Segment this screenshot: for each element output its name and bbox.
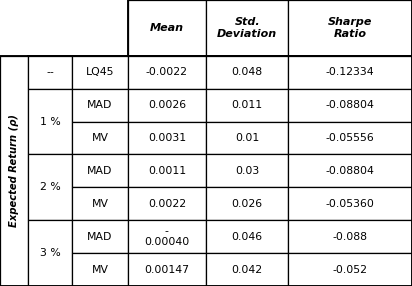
- Bar: [128, 89, 206, 122]
- Text: 0.026: 0.026: [232, 199, 263, 209]
- Text: 0.0011: 0.0011: [148, 166, 186, 176]
- Bar: [72, 122, 128, 154]
- Text: Mean: Mean: [150, 23, 184, 33]
- Text: -0.08804: -0.08804: [326, 166, 375, 176]
- Bar: [128, 187, 206, 220]
- Text: -0.12334: -0.12334: [326, 67, 375, 77]
- Text: 0.0031: 0.0031: [148, 133, 186, 143]
- Text: -0.05556: -0.05556: [326, 133, 375, 143]
- Bar: [28, 220, 72, 286]
- Bar: [28, 56, 72, 89]
- Bar: [128, 253, 206, 286]
- Bar: [72, 89, 128, 122]
- Bar: [288, 220, 412, 253]
- Bar: [128, 56, 206, 89]
- Text: MAD: MAD: [87, 166, 112, 176]
- Text: 0.0026: 0.0026: [148, 100, 186, 110]
- Text: Std.
Deviation: Std. Deviation: [217, 17, 277, 39]
- Bar: [72, 154, 128, 187]
- Text: 1 %: 1 %: [40, 117, 61, 126]
- Bar: [0, 56, 412, 286]
- Bar: [206, 253, 288, 286]
- Bar: [288, 89, 412, 122]
- Text: Expected Return (ρ): Expected Return (ρ): [9, 114, 19, 227]
- Bar: [206, 0, 288, 56]
- Text: MV: MV: [91, 199, 108, 209]
- Text: -0.088: -0.088: [333, 232, 368, 242]
- Text: --: --: [46, 67, 54, 77]
- Text: MAD: MAD: [87, 232, 112, 242]
- Text: 3 %: 3 %: [40, 248, 61, 258]
- Bar: [128, 0, 206, 56]
- Text: -0.08804: -0.08804: [326, 100, 375, 110]
- Bar: [206, 56, 288, 89]
- Text: MAD: MAD: [87, 100, 112, 110]
- Bar: [28, 154, 72, 220]
- Text: -0.052: -0.052: [333, 265, 368, 275]
- Text: 2 %: 2 %: [40, 182, 61, 192]
- Bar: [288, 187, 412, 220]
- Bar: [206, 89, 288, 122]
- Bar: [206, 187, 288, 220]
- Bar: [72, 187, 128, 220]
- Text: 0.03: 0.03: [235, 166, 259, 176]
- Text: 0.011: 0.011: [232, 100, 263, 110]
- Text: 0.00147: 0.00147: [144, 265, 190, 275]
- Text: MV: MV: [91, 265, 108, 275]
- Bar: [72, 56, 128, 89]
- Bar: [288, 0, 412, 56]
- Text: 0.048: 0.048: [232, 67, 263, 77]
- Text: -
0.00040: - 0.00040: [144, 226, 190, 247]
- Bar: [28, 89, 72, 154]
- Text: 0.01: 0.01: [235, 133, 259, 143]
- Bar: [206, 154, 288, 187]
- Bar: [288, 154, 412, 187]
- Text: Sharpe
Ratio: Sharpe Ratio: [328, 17, 372, 39]
- Bar: [128, 122, 206, 154]
- Text: -0.05360: -0.05360: [326, 199, 375, 209]
- Bar: [128, 220, 206, 253]
- Text: LQ45: LQ45: [86, 67, 114, 77]
- Bar: [128, 154, 206, 187]
- Bar: [72, 253, 128, 286]
- Text: -0.0022: -0.0022: [146, 67, 188, 77]
- Text: 0.0022: 0.0022: [148, 199, 186, 209]
- Bar: [288, 56, 412, 89]
- Bar: [72, 220, 128, 253]
- Bar: [288, 253, 412, 286]
- Text: 0.046: 0.046: [232, 232, 263, 242]
- Text: 0.042: 0.042: [232, 265, 263, 275]
- Bar: [128, 0, 412, 56]
- Bar: [0, 56, 28, 286]
- Bar: [206, 122, 288, 154]
- Bar: [206, 220, 288, 253]
- Text: MV: MV: [91, 133, 108, 143]
- Bar: [288, 122, 412, 154]
